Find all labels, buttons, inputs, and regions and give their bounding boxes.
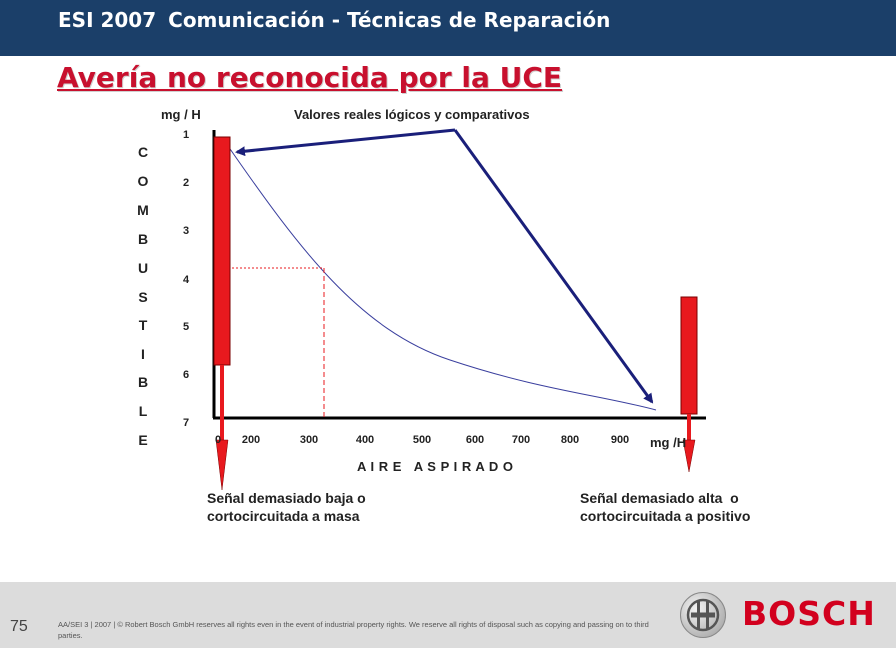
note-high-signal: Señal demasiado alta o cortocircuitada a… [580, 489, 750, 525]
y-axis-letter: M [137, 202, 149, 218]
header-bar: ESI 2007 Comunicación - Técnicas de Repar… [0, 0, 896, 56]
x-tick: 300 [299, 434, 319, 446]
y-tick: 7 [182, 417, 190, 429]
note-low-signal-line: cortocircuitada a masa [207, 508, 360, 524]
bosch-wordmark: BOSCH [742, 594, 876, 633]
x-tick: 600 [465, 434, 485, 446]
x-axis-title: A I R E A S P I R A D O [357, 459, 514, 474]
slide-title: Avería no reconocida por la UCE [57, 61, 563, 94]
y-tick: 5 [182, 321, 190, 333]
footer-bar [0, 582, 896, 648]
y-tick: 2 [182, 177, 190, 189]
y-unit-label: mg / H [161, 107, 201, 122]
arrow-to-left-bar [235, 128, 456, 157]
high-signal-pointer-tip [682, 439, 696, 473]
y-axis-letter: U [137, 260, 149, 276]
x-tick: 500 [412, 434, 432, 446]
header-title: ESI 2007 Comunicación - Técnicas de Repar… [58, 8, 610, 32]
y-axis-letter: S [138, 289, 148, 305]
bosch-emblem-icon [680, 592, 726, 638]
high-signal-bar [680, 296, 698, 415]
x-tick: 200 [241, 434, 261, 446]
y-tick: 1 [182, 129, 190, 141]
note-high-signal-line: Señal demasiado alta o [580, 490, 739, 506]
low-signal-bar [213, 136, 231, 366]
legal-notice: AA/SEI 3 | 2007 | © Robert Bosch GmbH re… [58, 620, 649, 640]
arrow-to-curve-end [453, 129, 654, 404]
characteristic-curve [227, 145, 657, 411]
header-subtitle: Comunicación - Técnicas de Reparación [168, 8, 611, 32]
header-code: ESI 2007 [58, 8, 157, 32]
y-axis-letter: T [138, 317, 148, 333]
note-low-signal: Señal demasiado baja o cortocircuitada a… [207, 489, 366, 525]
x-unit-label: mg /H [650, 435, 687, 450]
y-tick: 3 [182, 225, 190, 237]
x-tick: 0 [214, 434, 222, 446]
note-low-signal-line: Señal demasiado baja o [207, 490, 366, 506]
x-tick: 900 [610, 434, 630, 446]
x-tick: 700 [511, 434, 531, 446]
diagram-subtitle: Valores reales lógicos y comparativos [294, 107, 530, 122]
y-axis-letter: L [138, 403, 148, 419]
x-tick: 800 [560, 434, 580, 446]
page-number: 75 [10, 618, 28, 635]
low-signal-pointer-tip [215, 439, 229, 491]
note-high-signal-line: cortocircuitada a positivo [580, 508, 751, 524]
y-axis-letter: O [137, 173, 149, 189]
y-tick: 4 [182, 274, 190, 286]
y-axis-letter: B [137, 231, 149, 247]
y-axis-letter: I [141, 346, 145, 362]
y-axis-letter: E [138, 432, 148, 448]
y-axis-letter: B [137, 374, 149, 390]
y-axis-letter: C [137, 144, 149, 160]
y-tick: 6 [182, 369, 190, 381]
bosch-armature-icon [686, 598, 720, 632]
x-tick: 400 [355, 434, 375, 446]
